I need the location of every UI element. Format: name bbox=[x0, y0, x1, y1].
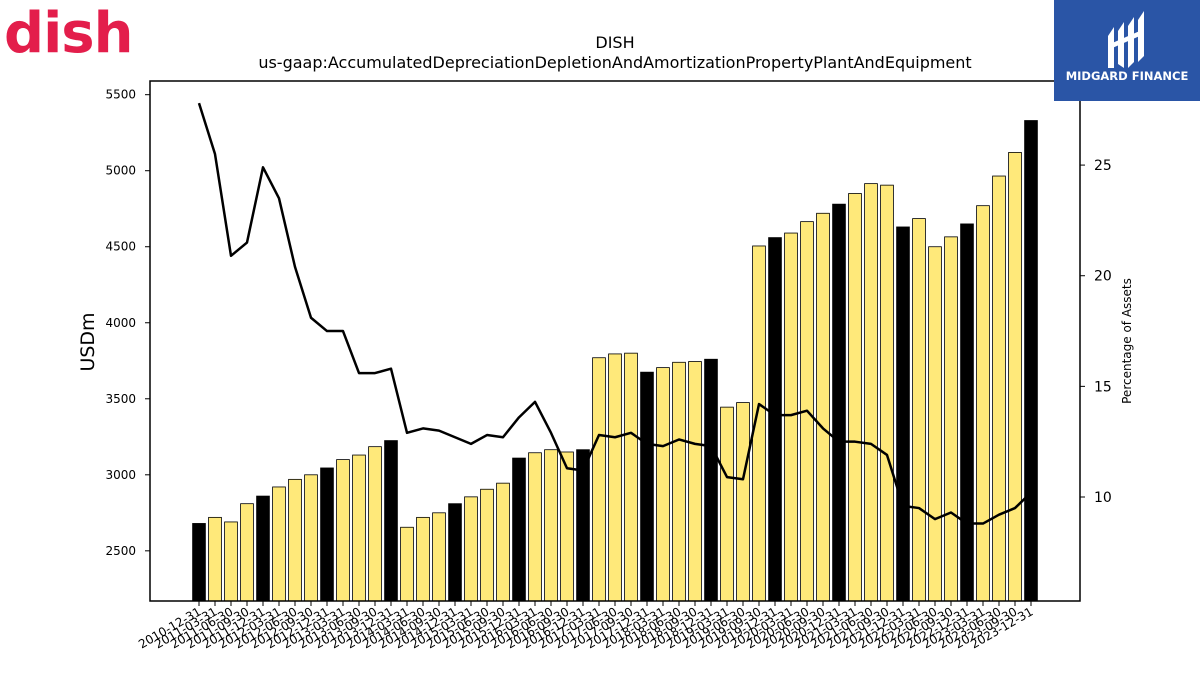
bar-2014-06-30 bbox=[416, 516, 430, 602]
bar-2020-03-31 bbox=[784, 232, 798, 602]
y-tick-label-2500: 2500 bbox=[105, 544, 136, 558]
bar-2012-06-30 bbox=[288, 478, 302, 602]
bar-2012-12-31 bbox=[320, 467, 334, 602]
bar-2010-12-31 bbox=[192, 523, 206, 602]
y-tick-label-5500: 5500 bbox=[105, 88, 136, 102]
bar-2018-12-31 bbox=[704, 358, 718, 602]
y-axis-left: 2500 3000 3500 4000 4500 5000 5500 bbox=[105, 88, 150, 558]
bar-2013-12-31 bbox=[384, 440, 398, 602]
bar-2013-03-31 bbox=[336, 459, 350, 602]
bar-2015-09-30 bbox=[496, 482, 510, 602]
midgard-mark-icon bbox=[1108, 11, 1144, 68]
y-axis-right: 10 15 20 25 bbox=[1080, 158, 1112, 506]
bar-2015-03-31 bbox=[464, 496, 478, 602]
bar-2014-03-31 bbox=[400, 526, 414, 602]
bar-2012-09-30 bbox=[304, 474, 318, 602]
y-axis-label: USDm bbox=[77, 312, 99, 371]
chart-subtitle: us-gaap:AccumulatedDepreciationDepletion… bbox=[258, 53, 971, 72]
bar-2020-09-30 bbox=[816, 212, 830, 602]
bar-2011-12-31 bbox=[256, 495, 270, 602]
percentage-line bbox=[197, 102, 1032, 525]
line-layer bbox=[197, 102, 1032, 525]
bar-2011-06-30 bbox=[224, 521, 238, 602]
x-axis: 2010-12-312011-03-312011-06-302011-09-30… bbox=[136, 601, 1036, 651]
bar-2017-06-30 bbox=[608, 353, 622, 602]
chart-title: DISH bbox=[595, 33, 634, 52]
y-tick-label-3000: 3000 bbox=[105, 468, 136, 482]
midgard-logo-text: MIDGARD FINANCE bbox=[1065, 69, 1189, 83]
bar-2016-12-31 bbox=[576, 449, 590, 602]
y2-tick-label-25: 25 bbox=[1094, 158, 1112, 174]
bar-2019-06-30 bbox=[736, 402, 750, 602]
bar-2023-12-31 bbox=[1024, 120, 1038, 602]
bar-2012-03-31 bbox=[272, 486, 286, 602]
bar-2017-09-30 bbox=[624, 352, 638, 602]
bar-2016-03-31 bbox=[528, 452, 542, 602]
bar-2014-12-31 bbox=[448, 503, 462, 602]
dish-logo-text: dish bbox=[4, 2, 132, 60]
bar-2016-06-30 bbox=[544, 449, 558, 602]
bar-2011-09-30 bbox=[240, 503, 254, 602]
bar-2014-09-30 bbox=[432, 512, 446, 602]
bar-2023-03-31 bbox=[976, 205, 990, 602]
y2-tick-label-10: 10 bbox=[1094, 490, 1112, 506]
bar-2019-03-31 bbox=[720, 406, 734, 602]
bar-2021-03-31 bbox=[848, 193, 862, 602]
bar-2016-09-30 bbox=[560, 451, 574, 602]
bar-2017-03-31 bbox=[592, 357, 606, 602]
bar-2017-12-31 bbox=[640, 371, 654, 602]
bar-2021-06-30 bbox=[864, 183, 878, 602]
y-tick-label-4000: 4000 bbox=[105, 316, 136, 330]
bar-2020-12-31 bbox=[832, 203, 846, 602]
bar-2021-12-31 bbox=[896, 226, 910, 602]
bar-2018-03-31 bbox=[656, 367, 670, 602]
bar-2022-12-31 bbox=[960, 223, 974, 602]
y-tick-label-4500: 4500 bbox=[105, 240, 136, 254]
bar-2022-03-31 bbox=[912, 218, 926, 602]
bar-2023-06-30 bbox=[992, 175, 1006, 602]
y2-axis-label: Percentage of Assets bbox=[1120, 278, 1134, 404]
bar-2015-12-31 bbox=[512, 457, 526, 602]
bar-2013-06-30 bbox=[352, 454, 366, 602]
bar-2018-06-30 bbox=[672, 361, 686, 602]
bar-2019-12-31 bbox=[768, 237, 782, 602]
y2-tick-label-20: 20 bbox=[1094, 269, 1112, 285]
bar-2013-09-30 bbox=[368, 446, 382, 602]
y-tick-label-5000: 5000 bbox=[105, 164, 136, 178]
bar-2018-09-30 bbox=[688, 361, 702, 602]
bar-2023-09-30 bbox=[1008, 152, 1022, 602]
bar-2015-06-30 bbox=[480, 488, 494, 602]
bar-2021-09-30 bbox=[880, 184, 894, 602]
bar-2022-06-30 bbox=[928, 246, 942, 602]
midgard-finance-logo: MIDGARD FINANCE bbox=[1054, 0, 1200, 101]
bar-2022-09-30 bbox=[944, 236, 958, 602]
dish-logo: dish bbox=[4, 2, 133, 60]
y-tick-label-3500: 3500 bbox=[105, 392, 136, 406]
bar-2011-03-31 bbox=[208, 516, 222, 602]
y2-tick-label-15: 15 bbox=[1094, 379, 1112, 395]
bars-layer bbox=[192, 120, 1038, 602]
